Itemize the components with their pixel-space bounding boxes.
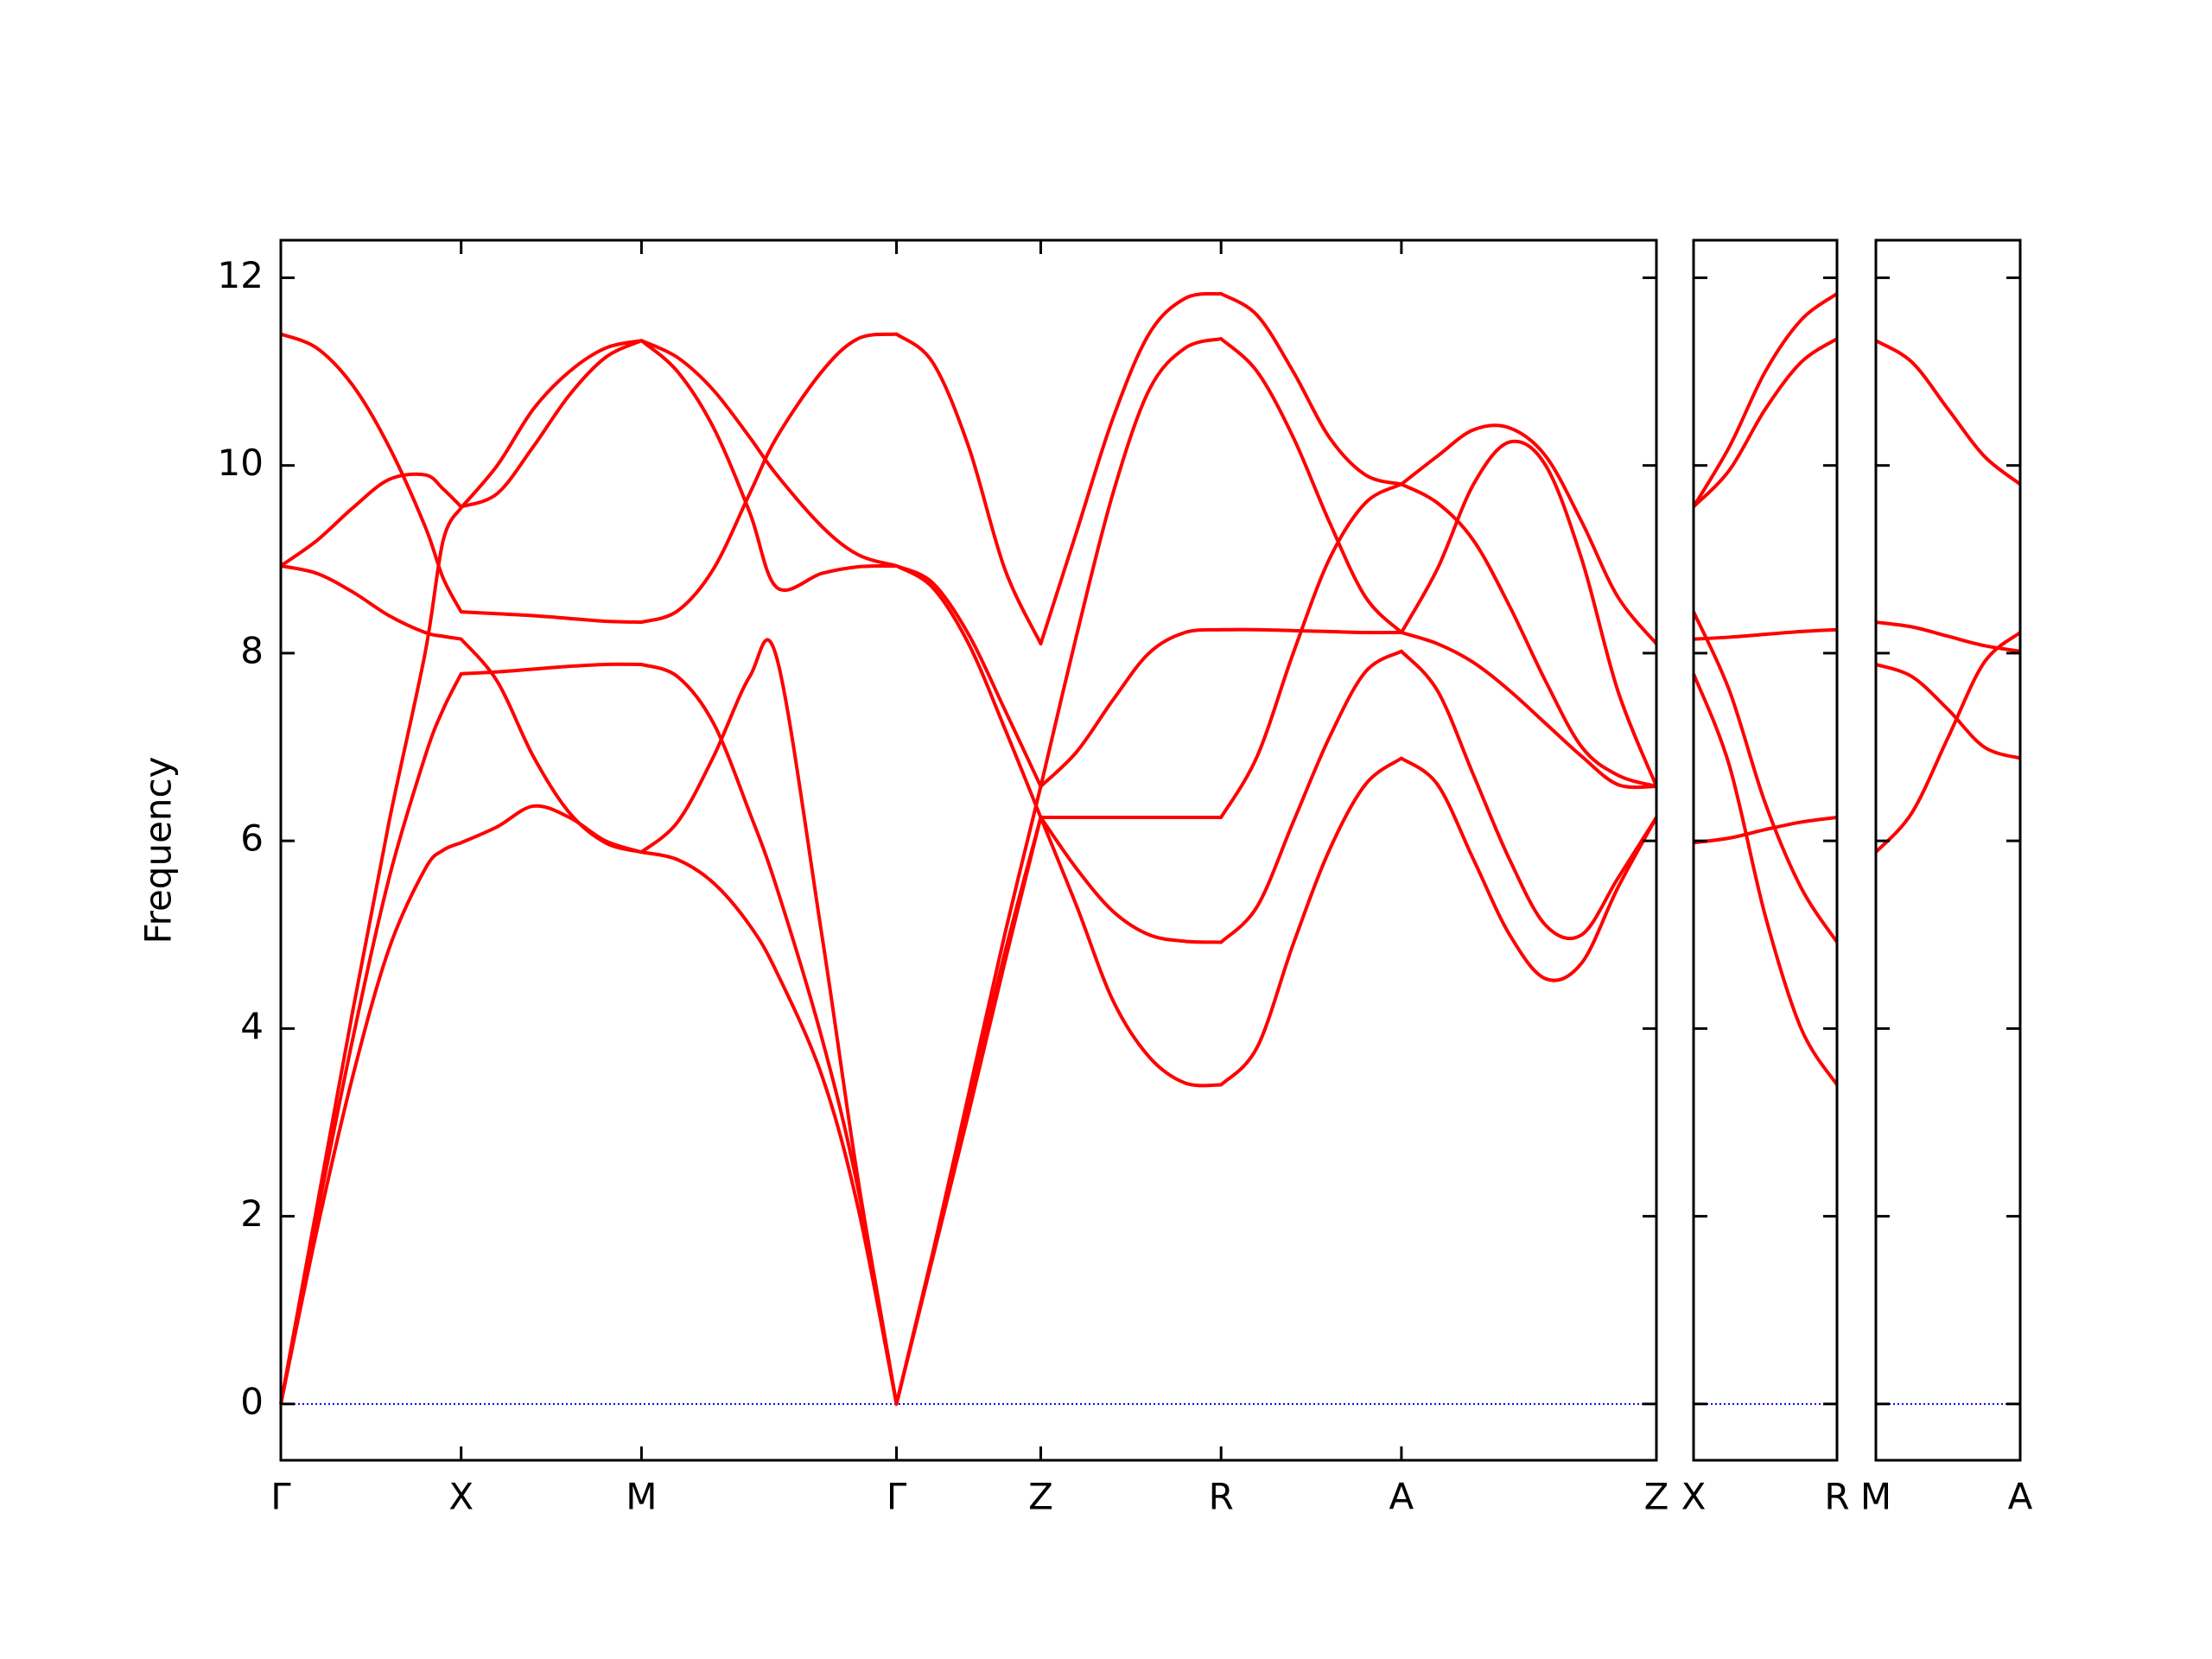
y-tick-label: 12 xyxy=(218,254,264,296)
plot-frame xyxy=(1692,238,1839,1462)
band-line xyxy=(279,339,1657,819)
band-line xyxy=(279,756,1658,1406)
y-tick-label: 2 xyxy=(240,1192,264,1235)
y-tick-label: 6 xyxy=(240,817,264,860)
x-tick-label: A xyxy=(1389,1476,1414,1518)
y-tick-label: 8 xyxy=(240,629,264,671)
band-line xyxy=(1874,339,2022,486)
x-tick-label: Z xyxy=(1028,1476,1053,1518)
x-tick-label: M xyxy=(626,1476,657,1518)
band-line xyxy=(1874,631,2022,854)
band-line xyxy=(1693,815,1838,845)
x-tick-label: X xyxy=(1681,1476,1707,1518)
band-line xyxy=(1692,611,1839,944)
x-tick-label: R xyxy=(1209,1476,1234,1518)
band-line xyxy=(1692,337,1839,508)
band-line xyxy=(280,291,1658,646)
band-line xyxy=(1875,663,2021,760)
band-line xyxy=(1692,292,1839,508)
band-line xyxy=(1692,673,1839,1086)
plot-frame xyxy=(279,238,1658,1462)
x-tick-label: Z xyxy=(1644,1476,1669,1518)
x-tick-label: X xyxy=(448,1476,474,1518)
x-tick-label: Γ xyxy=(270,1476,291,1518)
x-tick-label: Γ xyxy=(887,1476,907,1518)
y-tick-label: 4 xyxy=(240,1005,264,1047)
y-axis-label: Frequency xyxy=(137,757,180,944)
plot-frame xyxy=(1874,238,2022,1462)
x-tick-label: A xyxy=(2008,1476,2033,1518)
y-tick-label: 0 xyxy=(240,1380,264,1422)
x-tick-label: M xyxy=(1860,1476,1891,1518)
band-line xyxy=(1693,627,1838,641)
y-tick-label: 10 xyxy=(218,442,264,484)
x-tick-label: R xyxy=(1824,1476,1849,1518)
